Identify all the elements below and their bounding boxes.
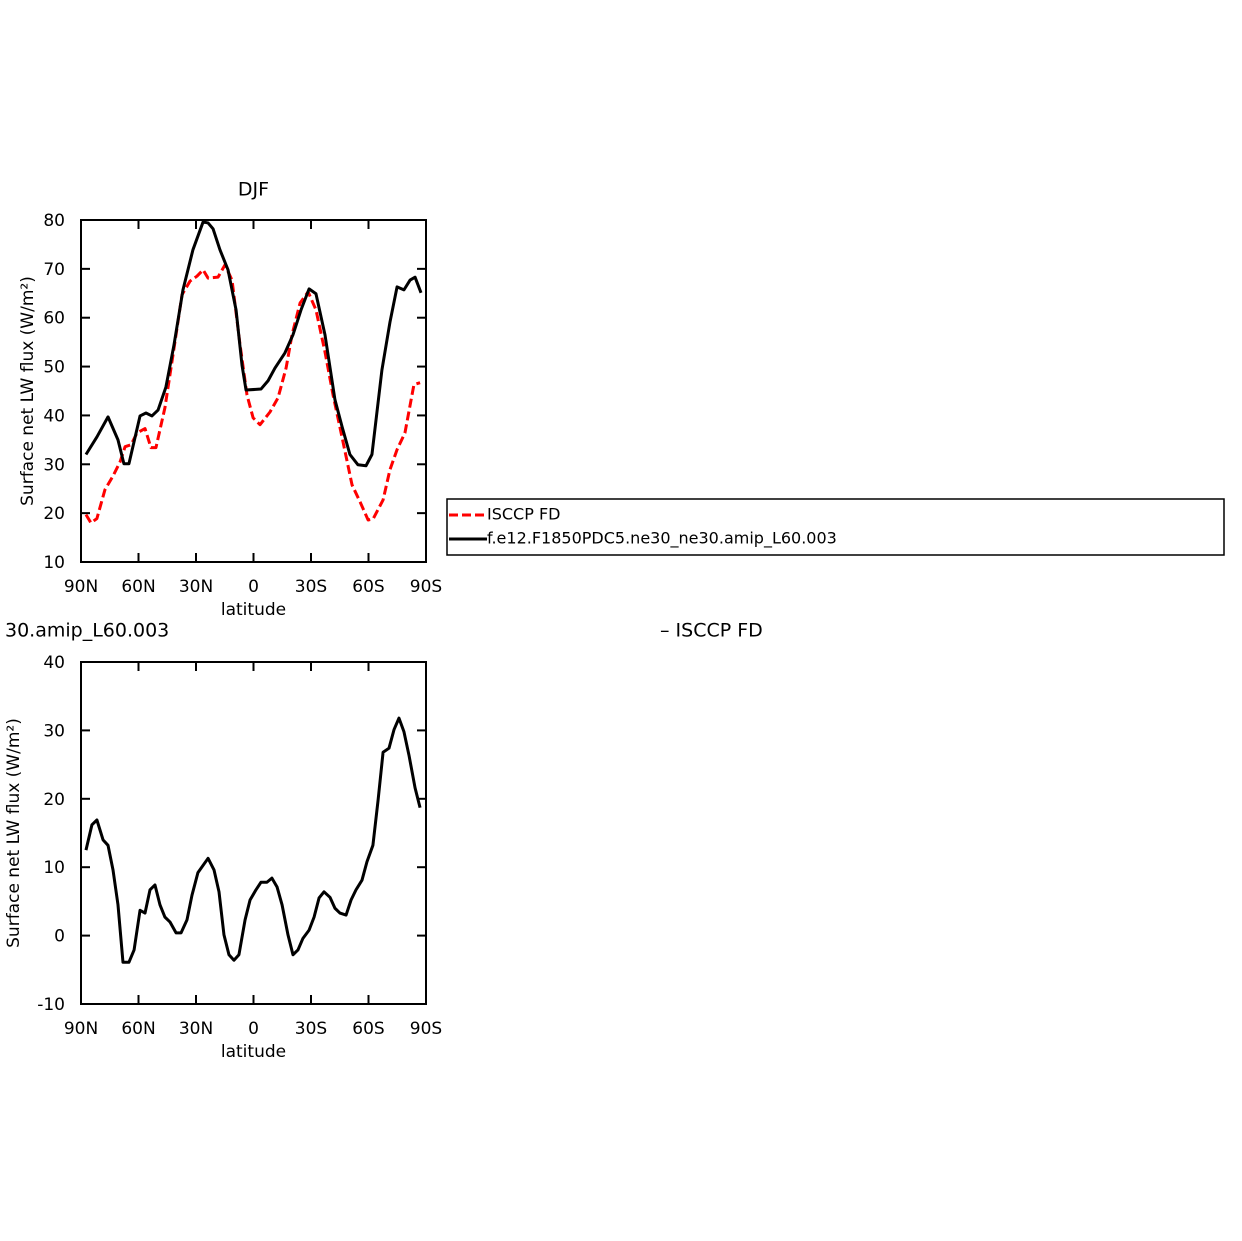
chart-title-left: 30.amip_L60.003 (5, 620, 169, 642)
data-line (84, 220, 423, 468)
legend-label: f.e12.F1850PDC5.ne30_ne30.amip_L60.003 (487, 529, 837, 549)
x-tick-label: 0 (248, 577, 259, 597)
y-axis-label: Surface net LW flux (W/m²) (4, 718, 24, 948)
x-tick-label: 90S (410, 1019, 442, 1039)
x-tick-label: 30S (295, 1019, 327, 1039)
x-tick-label: 60N (121, 577, 155, 597)
chart-title: DJF (238, 179, 269, 201)
x-tick-label: 0 (248, 1019, 259, 1039)
y-tick-label: 20 (43, 790, 65, 810)
y-tick-label: 0 (54, 927, 65, 947)
y-tick-label: 60 (43, 309, 65, 329)
x-tick-label: 30N (179, 1019, 213, 1039)
y-tick-label: 50 (43, 358, 65, 378)
x-tick-label: 30N (179, 577, 213, 597)
x-tick-label: 60N (121, 1019, 155, 1039)
legend-box (446, 498, 1225, 556)
y-tick-label: 80 (43, 211, 65, 231)
y-tick-label: 20 (43, 504, 65, 524)
y-tick-label: 30 (43, 721, 65, 741)
data-line (84, 716, 422, 964)
y-tick-label: 70 (43, 260, 65, 280)
y-tick-label: 30 (43, 455, 65, 475)
x-tick-label: 90N (64, 1019, 98, 1039)
x-axis-label: latitude (221, 600, 286, 620)
y-tick-label: 10 (43, 858, 65, 878)
y-tick-label: 40 (43, 653, 65, 673)
chart-title-right: – ISCCP FD (660, 620, 763, 642)
x-tick-label: 90S (410, 577, 442, 597)
y-tick-label: 10 (43, 553, 65, 573)
y-tick-label: -10 (37, 995, 65, 1015)
x-tick-label: 60S (352, 1019, 384, 1039)
x-tick-label: 60S (352, 577, 384, 597)
x-tick-label: 30S (295, 577, 327, 597)
legend-label: ISCCP FD (487, 505, 560, 524)
y-tick-label: 40 (43, 406, 65, 426)
y-axis-label: Surface net LW flux (W/m²) (18, 276, 38, 506)
x-axis-label: latitude (221, 1042, 286, 1062)
x-tick-label: 90N (64, 577, 98, 597)
